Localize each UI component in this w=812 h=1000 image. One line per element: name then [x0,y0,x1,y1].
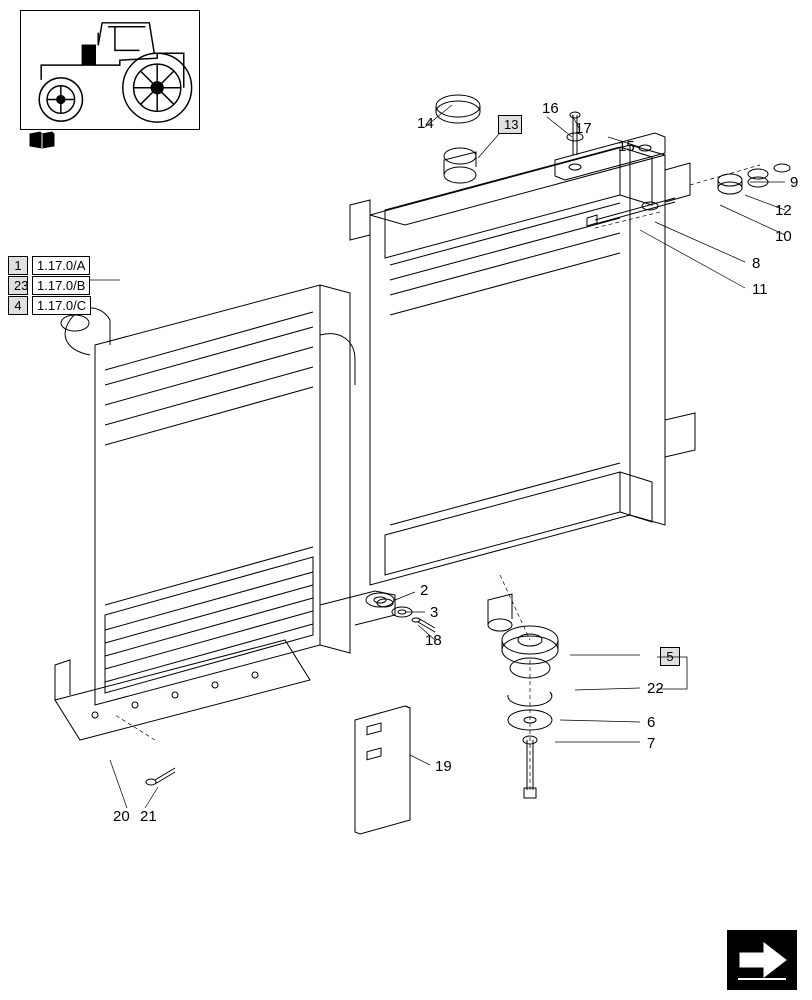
callout-17: 17 [575,120,592,137]
callout-7: 7 [647,735,655,752]
next-page-button[interactable] [727,930,797,990]
callout-20: 20 [113,808,130,825]
section-ref-a: 1.17.0/A [32,256,90,275]
callout-10: 10 [775,228,792,245]
main-radiator [350,145,695,631]
callout-9: 9 [790,174,798,191]
callout-21: 21 [140,808,157,825]
section-ref-b: 1.17.0/B [32,276,90,295]
callout-14: 14 [417,115,434,132]
callout-8: 8 [752,255,760,272]
callout-15: 15 [618,138,635,155]
section-ref-c: 1.17.0/C [32,296,91,315]
callout-box-1: 1 [8,256,28,275]
callout-box-4: 4 [8,296,28,315]
callout-16: 16 [542,100,559,117]
callout-19: 19 [435,758,452,775]
bracket-5 [637,645,697,705]
callout-6: 6 [647,714,655,731]
callout-2: 2 [420,582,428,599]
intercooler-assembly [61,285,395,705]
callout-box-23: 23 [8,276,28,295]
exploded-view [0,0,812,1000]
parts-diagram: 1 23 4 1.17.0/A 1.17.0/B 1.17.0/C 14 13 … [0,0,812,1000]
callout-box-13: 13 [498,115,522,134]
callout-3: 3 [430,604,438,621]
callout-18: 18 [425,632,442,649]
arrow-right-icon [732,935,792,985]
callout-12: 12 [775,202,792,219]
callout-11: 11 [752,281,768,298]
